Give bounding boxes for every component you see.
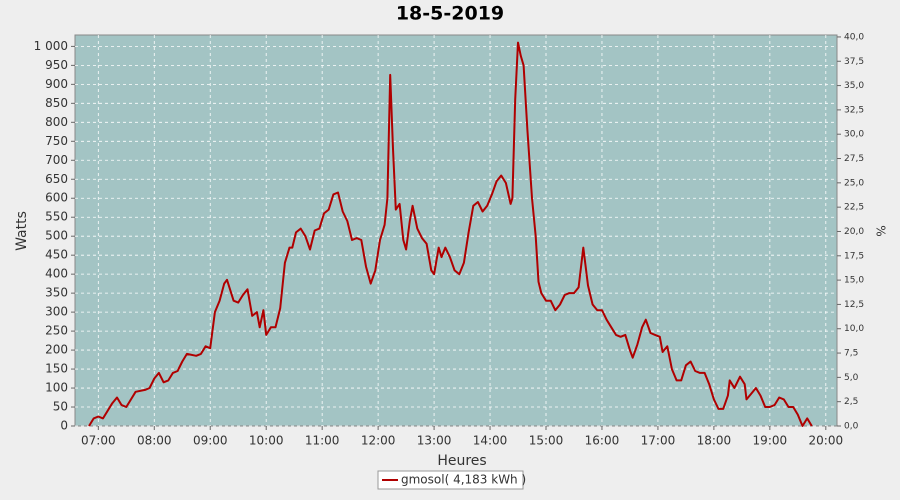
x-tick-label: 17:00 xyxy=(641,434,676,448)
y-tick-label: 50 xyxy=(53,400,68,414)
x-tick-label: 19:00 xyxy=(753,434,788,448)
y-tick-label: 900 xyxy=(45,77,68,91)
y-tick-label: 100 xyxy=(45,381,68,395)
y-tick-label: 950 xyxy=(45,58,68,72)
plot-area xyxy=(74,34,838,427)
y2-tick-label: 22,5 xyxy=(844,203,864,213)
x-tick-label: 10:00 xyxy=(249,434,284,448)
x-tick-label: 14:00 xyxy=(473,434,508,448)
series-line xyxy=(88,41,813,427)
y-tick-label: 150 xyxy=(45,362,68,376)
x-tick-label: 18:00 xyxy=(697,434,732,448)
y2-tick-label: 37,5 xyxy=(844,57,864,67)
chart-title: 18-5-2019 xyxy=(396,3,504,25)
y-tick-label: 350 xyxy=(45,286,68,300)
y-tick-label: 450 xyxy=(45,248,68,262)
y2-axis-label: % xyxy=(874,225,888,236)
y2-tick-label: 12,5 xyxy=(844,300,864,310)
y2-tick-label: 40,0 xyxy=(844,32,864,42)
y-tick-label: 750 xyxy=(45,134,68,148)
y-tick-label: 300 xyxy=(45,305,68,319)
y2-tick-label: 5,0 xyxy=(844,373,859,383)
legend-label: gmosol( 4,183 kWh ) xyxy=(401,473,526,487)
y-tick-label: 1 000 xyxy=(34,39,68,53)
x-tick-label: 08:00 xyxy=(137,434,172,448)
y2-tick-label: 17,5 xyxy=(844,251,864,261)
y-tick-label: 250 xyxy=(45,324,68,338)
x-tick-label: 09:00 xyxy=(193,434,228,448)
y2-tick-label: 30,0 xyxy=(844,130,864,140)
y2-tick-label: 32,5 xyxy=(844,105,864,115)
y-tick-label: 400 xyxy=(45,267,68,281)
x-tick-label: 16:00 xyxy=(585,434,620,448)
y2-tick-label: 35,0 xyxy=(844,81,864,91)
y2-tick-label: 7,5 xyxy=(844,349,858,359)
y-tick-label: 550 xyxy=(45,210,68,224)
y-tick-label: 650 xyxy=(45,172,68,186)
y2-tick-label: 15,0 xyxy=(844,276,864,286)
x-tick-label: 12:00 xyxy=(361,434,396,448)
y-tick-label: 0 xyxy=(60,419,68,433)
x-tick-label: 11:00 xyxy=(305,434,340,448)
x-tick-label: 13:00 xyxy=(417,434,452,448)
y-tick-label: 200 xyxy=(45,343,68,357)
x-tick-label: 07:00 xyxy=(81,434,116,448)
y2-tick-label: 10,0 xyxy=(844,324,864,334)
y-tick-label: 800 xyxy=(45,115,68,129)
y-tick-label: 850 xyxy=(45,96,68,110)
y2-tick-label: 0,0 xyxy=(844,422,859,432)
y-tick-label: 500 xyxy=(45,229,68,243)
x-tick-label: 20:00 xyxy=(809,434,844,448)
x-tick-label: 15:00 xyxy=(529,434,564,448)
legend-box xyxy=(377,470,524,490)
y2-tick-label: 20,0 xyxy=(844,227,864,237)
y-tick-label: 700 xyxy=(45,153,68,167)
y-axis-label: Watts xyxy=(14,211,30,251)
y2-tick-label: 25,0 xyxy=(844,178,864,188)
y2-tick-label: 27,5 xyxy=(844,154,864,164)
y-tick-label: 600 xyxy=(45,191,68,205)
y2-tick-label: 2,5 xyxy=(844,397,858,407)
x-axis-label: Heures xyxy=(437,453,486,469)
